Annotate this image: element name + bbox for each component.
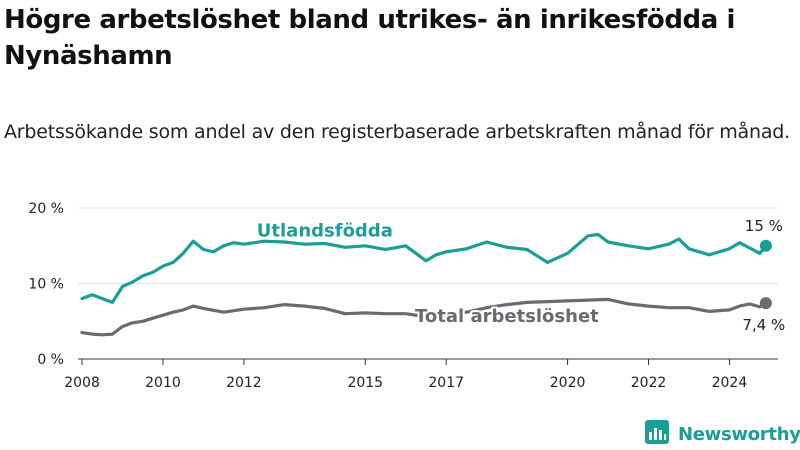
brand-name: Newsworthy (678, 423, 800, 445)
end-value-label-utlandsfodda: 15 % (745, 217, 783, 235)
end-marker-utlandsfodda (759, 239, 772, 252)
x-tick-label: 2012 (226, 375, 262, 391)
bar-chart-logo-icon (644, 419, 670, 449)
end-value-label-total: 7,4 % (742, 316, 785, 334)
x-tick-label: 2020 (550, 375, 586, 391)
series-line-utlandsfodda (80, 232, 768, 304)
x-tick-label: 2022 (631, 375, 667, 391)
series-label-utlandsfodda: Utlandsfödda (257, 221, 393, 242)
series-total: 7,4 % Total arbetslöshet (80, 297, 785, 337)
series-utlandsfodda: 15 % Utlandsfödda (80, 217, 783, 304)
end-marker-total (759, 297, 772, 310)
series-label-total: Total arbetslöshet (415, 306, 599, 327)
x-tick-label: 2015 (347, 375, 383, 391)
y-tick-label: 0 % (37, 352, 64, 368)
series-line-total (80, 297, 768, 337)
chart-title: Högre arbetslöshet bland utrikes- än inr… (4, 5, 736, 71)
x-tick-label: 2017 (428, 375, 464, 391)
y-tick-label: 10 % (28, 277, 64, 293)
x-tick-label: 2010 (145, 375, 181, 391)
brand-logo: Newsworthy (644, 420, 800, 448)
x-tick-label: 2008 (64, 375, 100, 391)
x-tick-label: 2024 (712, 375, 748, 391)
y-tick-label: 20 % (28, 201, 64, 217)
chart-subtitle: Arbetssökande som andel av den registerb… (4, 121, 790, 143)
